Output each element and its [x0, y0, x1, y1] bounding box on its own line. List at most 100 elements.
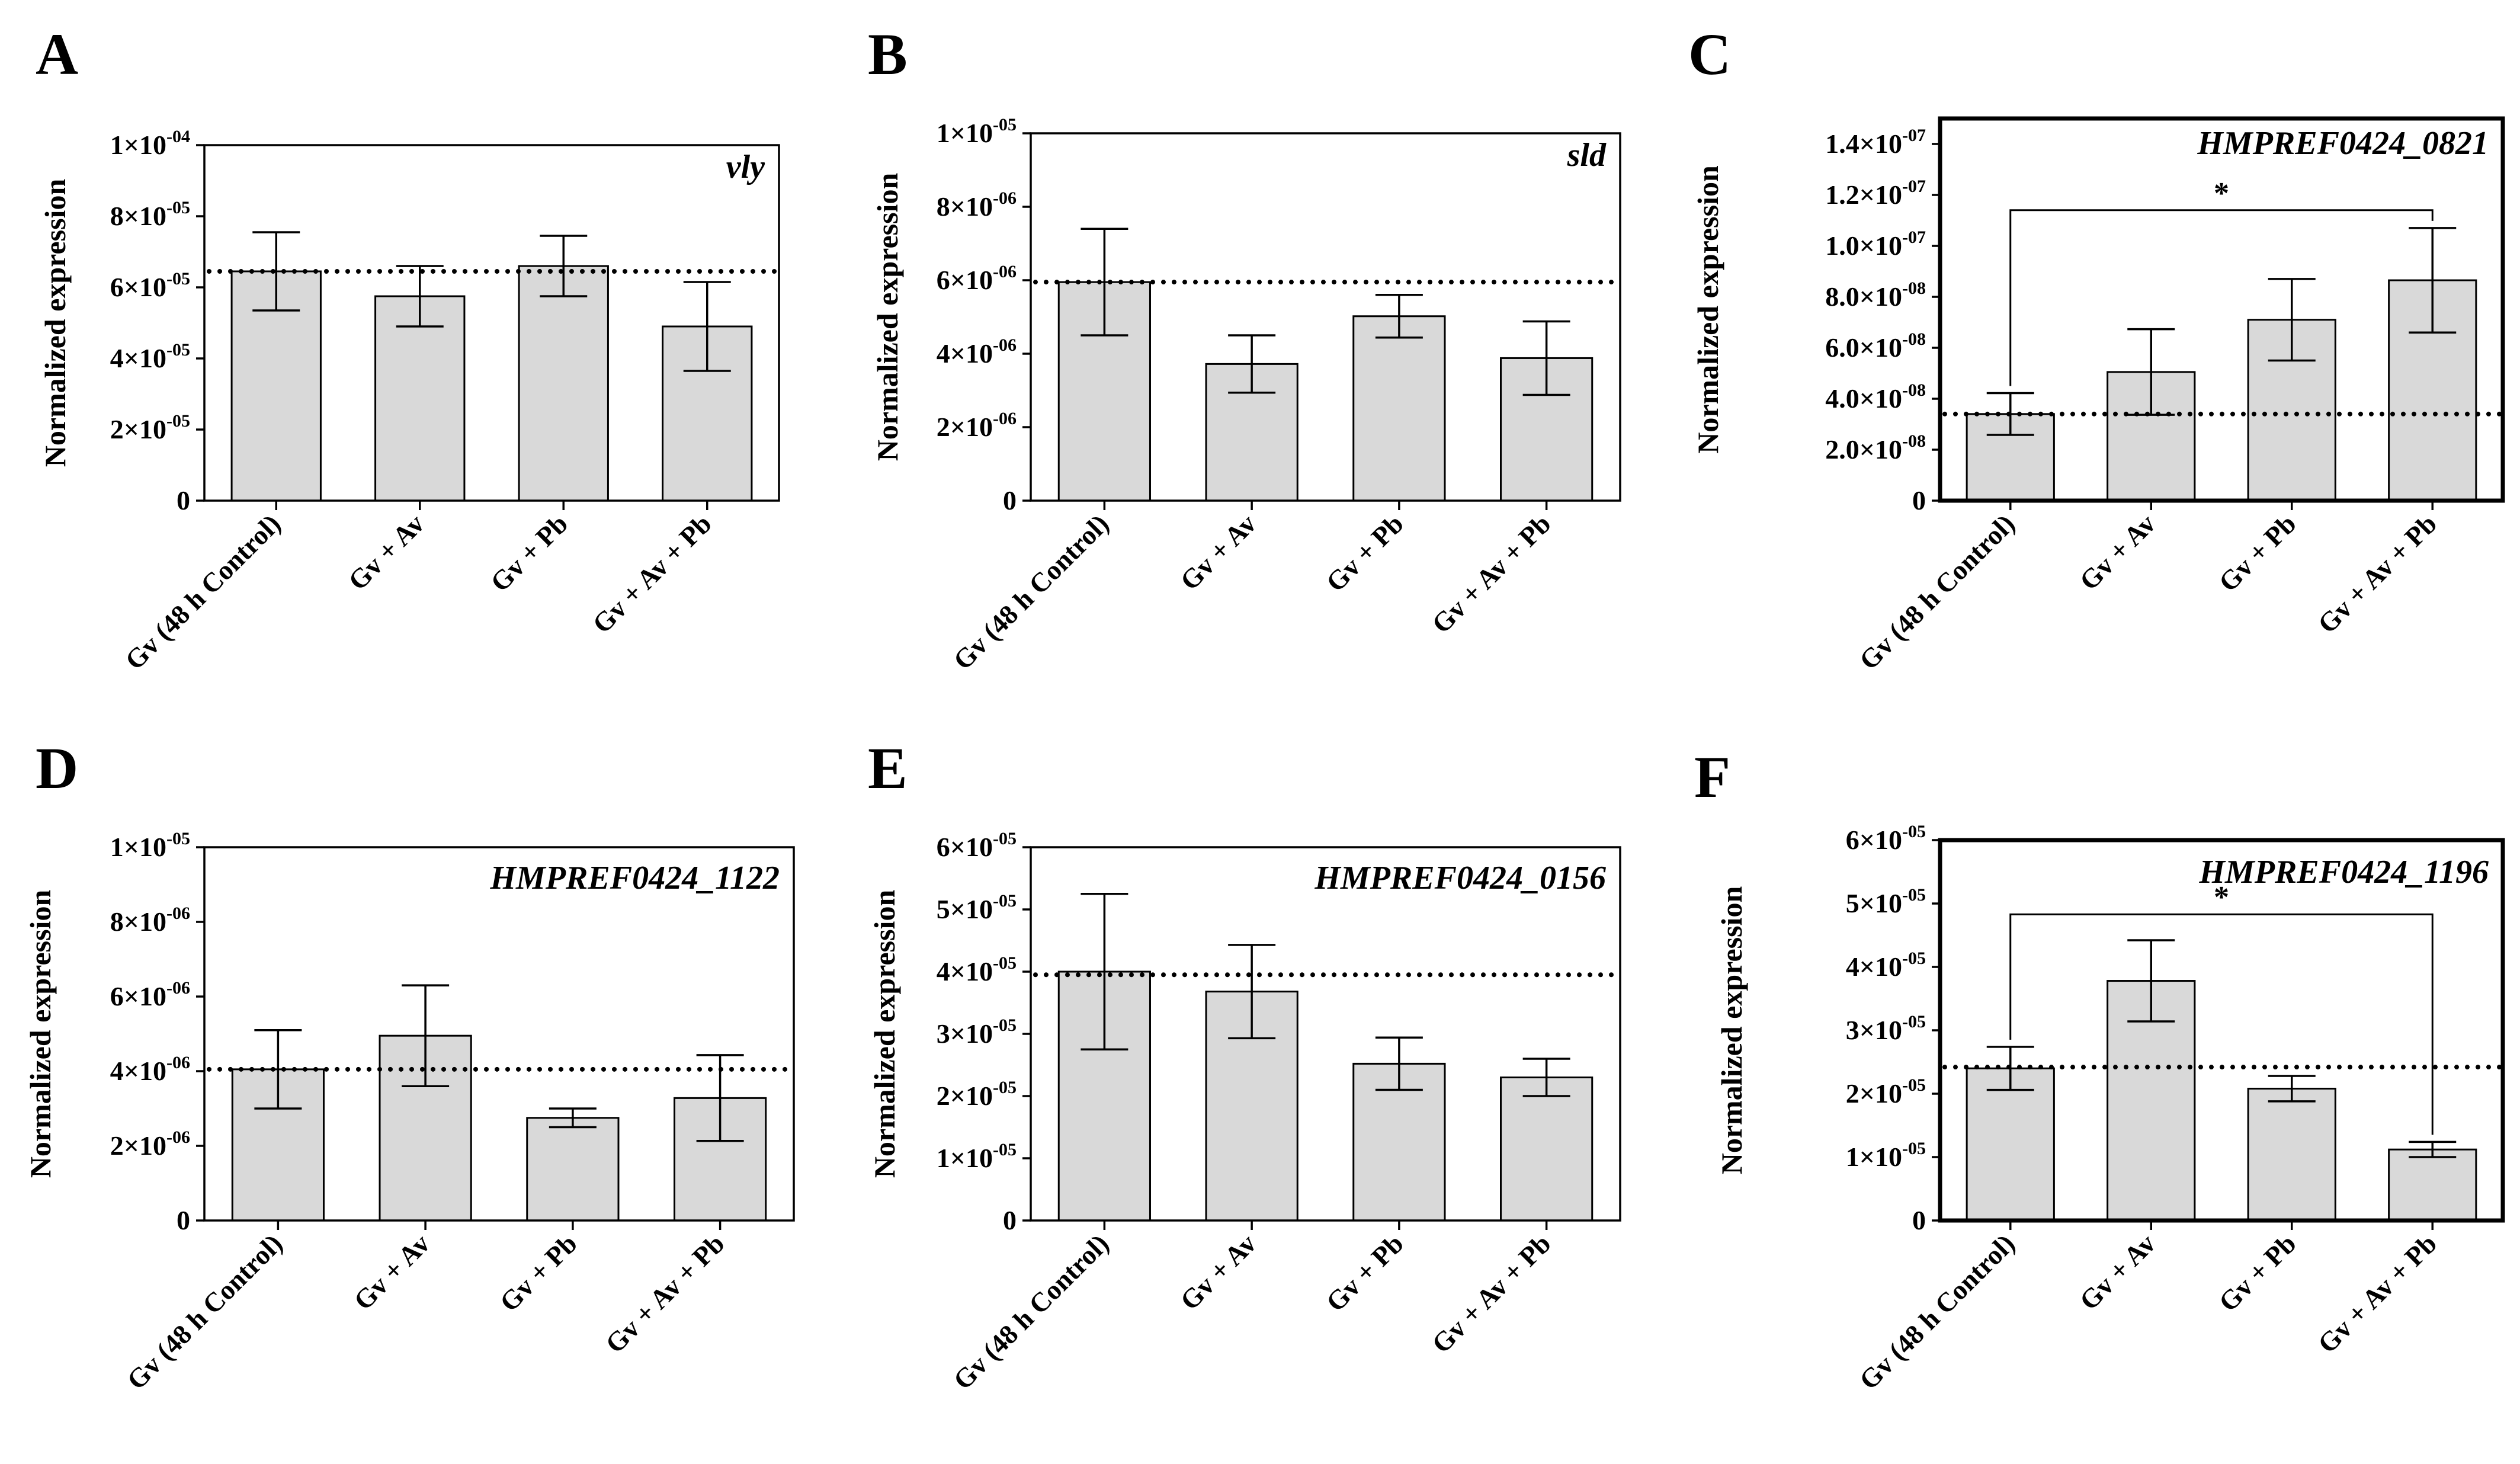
x-label-c-2: Gv + Av: [2073, 508, 2161, 596]
gene-title-a: vly: [726, 149, 765, 185]
bar-e-4: [1500, 1077, 1594, 1222]
gene-title-d: HMPREF0424_1122: [489, 860, 780, 896]
y-tick-label-d-3: 6×10-06: [110, 978, 190, 1011]
y-tick-label-d-5: 1×10-05: [110, 829, 190, 862]
y-tick-label-f-6: 6×10-05: [1846, 822, 1926, 855]
x-label-c-3: Gv + Pb: [2213, 508, 2301, 597]
y-tick-label-b-5: 1×10-05: [937, 115, 1017, 148]
y-tick-label-c-5: 1.0×10-07: [1825, 228, 1926, 261]
bar-f-4: [2388, 1148, 2477, 1222]
error-bar-d-1: [254, 1029, 302, 1110]
gene-title-f: HMPREF0424_1196: [2198, 854, 2489, 890]
significance-star-c: *: [2214, 177, 2229, 210]
significance-bracket-f: [2009, 913, 2434, 1135]
error-bar-c-3: [2268, 278, 2316, 362]
x-label-d-4: Gv + Av + Pb: [599, 1228, 730, 1359]
x-label-f-1: Gv (48 h Control): [1854, 1228, 2021, 1395]
y-tick-label-d-0: 0: [177, 1205, 190, 1235]
y-tick-label-b-1: 2×10-06: [937, 409, 1017, 442]
x-label-b-2: Gv + Av: [1174, 508, 1262, 596]
error-bar-f-2: [2127, 939, 2175, 1023]
plot-frame-a: [203, 144, 780, 502]
y-tick-label-b-3: 6×10-06: [937, 262, 1017, 295]
error-bar-c-4: [2409, 227, 2457, 334]
x-label-d-3: Gv + Pb: [494, 1228, 583, 1317]
y-tick-label-f-1: 1×10-05: [1846, 1139, 1926, 1172]
y-tick-label-c-6: 1.2×10-07: [1825, 177, 1926, 210]
panel-e: E 0 1×10-05 2×10-05 3×10-05 4×10-05 5×10-05 6×1…: [868, 735, 1621, 1395]
y-tick-label-f-3: 3×10-05: [1846, 1012, 1926, 1045]
y-tick-label-e-5: 5×10-05: [937, 891, 1017, 924]
y-tick-label-e-1: 1×10-05: [937, 1140, 1017, 1173]
error-bar-f-3: [2268, 1075, 2316, 1103]
plot-frame-b: [1030, 132, 1621, 502]
y-tick-label-d-4: 8×10-06: [110, 904, 190, 937]
y-tick-label-a-5: 1×10-04: [110, 127, 190, 160]
error-bar-e-2: [1228, 944, 1276, 1040]
x-label-f-4: Gv + Av + Pb: [2312, 1228, 2443, 1359]
bar-f-3: [2247, 1087, 2336, 1222]
x-label-f-3: Gv + Pb: [2213, 1228, 2301, 1317]
x-label-b-1: Gv (48 h Control): [947, 508, 1114, 675]
bar-d-3: [526, 1117, 620, 1222]
plot-frame-c: [1938, 116, 2505, 503]
error-bar-e-4: [1522, 1058, 1570, 1097]
x-label-e-1: Gv (48 h Control): [947, 1228, 1114, 1395]
bar-b-3: [1352, 315, 1446, 502]
x-label-a-4: Gv + Av + Pb: [586, 508, 717, 639]
error-bar-e-3: [1375, 1036, 1423, 1091]
error-bar-d-3: [549, 1107, 597, 1129]
y-axis-title-b: Normalized expression: [871, 173, 904, 462]
y-tick-label-e-3: 3×10-05: [937, 1015, 1017, 1049]
y-tick-label-e-4: 4×10-05: [937, 953, 1017, 986]
x-label-a-2: Gv + Av: [342, 508, 430, 596]
panel-f: F * 0 1×10-05 2×10-05 3×10-05 4×10-05 5×10-05 6×…: [1694, 744, 2505, 1395]
y-axis-title-f: Normalized expression: [1715, 886, 1748, 1175]
y-tick-label-d-2: 4×10-06: [110, 1053, 190, 1086]
y-tick-label-a-0: 0: [177, 485, 190, 515]
y-axis-title-e: Normalized expression: [868, 890, 901, 1178]
error-bar-b-1: [1081, 228, 1128, 337]
x-label-b-3: Gv + Pb: [1320, 508, 1409, 597]
panel-letter-a: A: [36, 21, 78, 87]
y-tick-label-f-2: 2×10-05: [1846, 1075, 1926, 1109]
y-tick-label-e-0: 0: [1003, 1205, 1017, 1235]
y-tick-label-b-0: 0: [1003, 485, 1017, 515]
x-label-e-4: Gv + Av + Pb: [1426, 1228, 1557, 1359]
x-label-d-2: Gv + Av: [348, 1228, 435, 1316]
x-label-d-1: Gv (48 h Control): [121, 1228, 288, 1395]
x-label-c-4: Gv + Av + Pb: [2312, 508, 2443, 639]
y-tick-label-b-2: 4×10-06: [937, 335, 1017, 369]
y-tick-label-a-4: 8×10-05: [110, 198, 190, 231]
x-label-a-3: Gv + Pb: [485, 508, 573, 597]
error-bar-e-1: [1081, 893, 1128, 1050]
x-label-f-2: Gv + Av: [2073, 1228, 2161, 1316]
panel-c: C * 0 2.0×10-08 4.0×10-08 6.0×10-08 8.0×10-08 1…: [1688, 21, 2505, 675]
y-axis-title-a: Normalized expression: [39, 179, 72, 467]
panel-letter-c: C: [1688, 21, 1731, 87]
gene-title-e: HMPREF0424_0156: [1314, 860, 1606, 896]
panel-d: D 0 2×10-06 4×10-06 6×10-06 8×10-06 1×10-05 Gv …: [24, 735, 795, 1395]
y-tick-label-f-0: 0: [1912, 1205, 1926, 1235]
x-label-e-2: Gv + Av: [1174, 1228, 1262, 1316]
y-tick-label-c-2: 4.0×10-08: [1825, 380, 1926, 414]
bar-f-1: [1966, 1067, 2055, 1222]
y-tick-label-f-4: 4×10-05: [1846, 949, 1926, 982]
x-label-e-3: Gv + Pb: [1320, 1228, 1409, 1317]
plot-frame-d: [203, 846, 795, 1222]
panel-a: A 0 2×10-05 4×10-05 6×10-05 8×10-05 1×10-04 Gv …: [36, 21, 780, 675]
gene-title-b: sld: [1567, 137, 1607, 174]
y-tick-label-e-6: 6×10-05: [937, 829, 1017, 862]
y-tick-label-c-4: 8.0×10-08: [1825, 278, 1926, 312]
x-label-c-1: Gv (48 h Control): [1854, 508, 2021, 675]
error-bar-b-2: [1228, 334, 1276, 394]
bar-a-3: [518, 265, 609, 502]
y-tick-label-e-2: 2×10-05: [937, 1078, 1017, 1111]
panel-letter-e: E: [868, 735, 908, 801]
y-tick-label-a-3: 6×10-05: [110, 269, 190, 302]
error-bar-a-1: [252, 231, 300, 312]
y-tick-label-d-1: 2×10-06: [110, 1127, 190, 1161]
panel-letter-f: F: [1694, 744, 1730, 810]
y-tick-label-b-4: 8×10-06: [937, 188, 1017, 222]
